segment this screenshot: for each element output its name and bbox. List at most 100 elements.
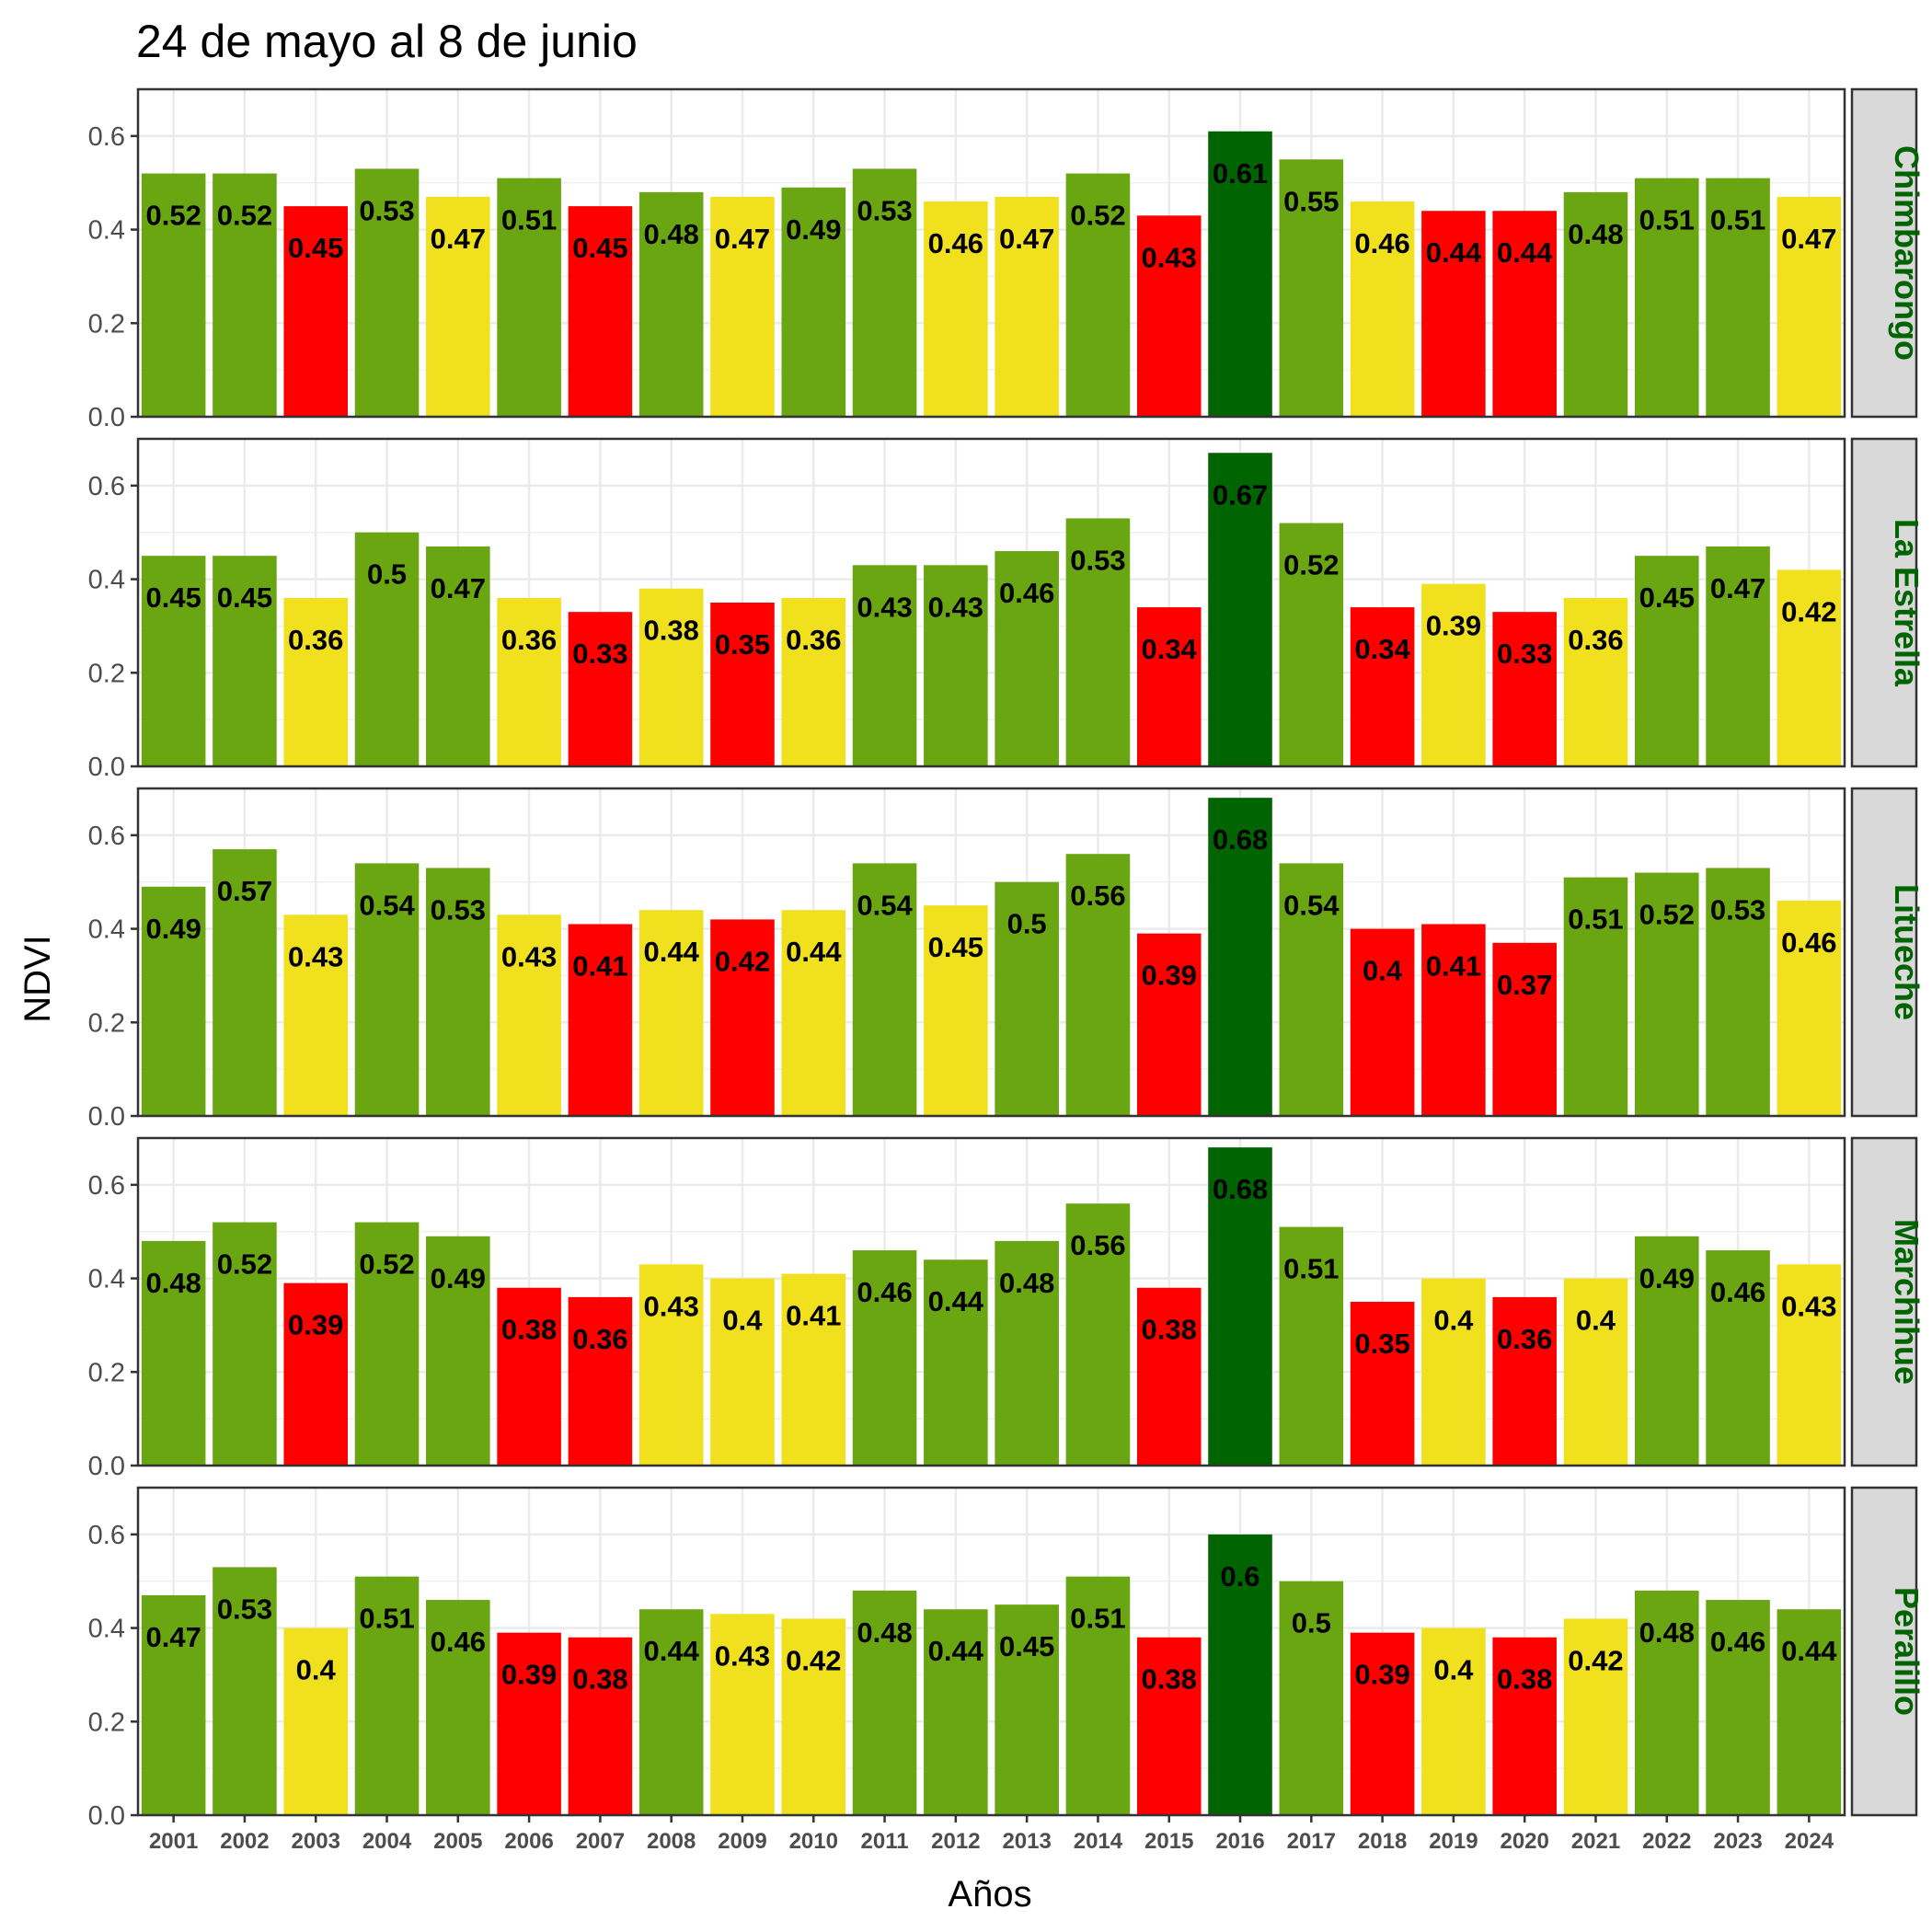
y-tick-label: 0.0 [88,1801,125,1831]
y-tick-label: 0.0 [88,753,125,782]
value-label: 0.46 [1710,1276,1765,1308]
facet-strip [1850,787,1918,1118]
bar-2009 [710,919,775,1116]
value-label: 0.36 [288,624,343,656]
value-label: 0.48 [1568,218,1623,250]
bar-2007 [568,924,633,1116]
value-label: 0.39 [1354,1659,1409,1691]
bar-2007 [568,1296,633,1466]
bar-2006 [497,1287,561,1466]
value-label: 0.45 [928,931,983,963]
bar-2015 [1136,607,1202,766]
bar-2021 [1563,1278,1628,1466]
value-label: 0.4 [1433,1654,1474,1686]
panel-background [138,1138,1845,1466]
value-label: 0.34 [1142,633,1198,665]
value-label: 0.47 [145,1621,201,1653]
bar-2005 [426,1600,490,1815]
value-label: 0.44 [1426,236,1482,269]
value-label: 0.38 [501,1314,557,1346]
bar-2008 [638,910,704,1116]
x-tick-label: 2019 [1429,1829,1478,1854]
bar-2019 [1421,1627,1486,1815]
value-label: 0.51 [1070,1603,1125,1635]
y-tick-label: 0.2 [88,1008,125,1038]
value-label: 0.44 [1781,1635,1837,1667]
value-label: 0.49 [431,1262,486,1294]
bar-2017 [1279,1226,1344,1466]
value-label: 0.46 [431,1626,486,1658]
y-tick-label: 0.6 [88,822,125,851]
x-tick-label: 2022 [1642,1829,1691,1854]
bar-2023 [1706,1250,1770,1466]
bar-2009 [710,1614,775,1815]
value-label: 0.54 [857,889,913,921]
facet-strip [1850,1136,1918,1467]
value-label: 0.33 [1497,638,1552,670]
bar-2023 [1706,1600,1770,1815]
value-label: 0.68 [1213,823,1268,856]
bar-2004 [354,1222,420,1466]
panel-background [138,788,1845,1116]
value-label: 0.51 [1283,1253,1339,1285]
bar-2023 [1706,178,1770,417]
value-label: 0.47 [715,223,770,255]
value-label: 0.53 [1070,544,1125,576]
bar-2014 [1065,1203,1131,1466]
panel-background [138,89,1845,417]
bar-2002 [213,849,277,1116]
bar-2021 [1563,877,1628,1116]
x-axis: 2001 2002 2003 2004 2005 2006 2007 2008 2009 2010… [149,1815,1834,1854]
value-label: 0.52 [145,200,201,232]
bar-2011 [852,565,917,766]
x-tick-label: 2003 [292,1829,340,1854]
value-label: 0.46 [1781,926,1836,959]
bar-2016 [1208,1147,1272,1466]
value-label: 0.44 [928,1285,984,1317]
x-tick-label: 2009 [718,1829,766,1854]
value-label: 0.4 [1576,1305,1616,1337]
x-tick-label: 2004 [362,1829,412,1854]
bar-2013 [995,551,1059,766]
bar-2018 [1350,201,1415,417]
value-label: 0.52 [217,1248,272,1281]
value-label: 0.45 [999,1630,1054,1662]
value-label: 0.51 [1568,903,1623,936]
value-label: 0.39 [288,1309,343,1341]
value-label: 0.43 [501,940,557,972]
bar-2022 [1634,178,1699,417]
bar-2019 [1421,583,1486,766]
bar-2018 [1350,607,1415,766]
bar-2024 [1777,1609,1842,1815]
y-tick-label: 0.2 [88,1358,125,1387]
value-label: 0.35 [1354,1328,1409,1360]
x-tick-label: 2013 [1002,1829,1051,1854]
bar-2024 [1777,569,1842,766]
bar-2004 [354,1576,420,1815]
bar-2001 [141,886,206,1116]
y-tick-label: 0.0 [88,403,125,432]
panel-background [138,439,1845,766]
panel-border [136,787,1846,1118]
value-label: 0.47 [431,223,486,255]
value-label: 0.56 [1070,880,1125,912]
bar-2007 [568,206,633,417]
bar-2018 [1350,1632,1415,1815]
bar-2020 [1492,1296,1557,1466]
value-label: 0.35 [715,628,770,661]
y-tick-label: 0.6 [88,472,125,501]
y-tick-label: 0.4 [88,216,125,246]
value-label: 0.53 [431,893,486,926]
y-axis-title: NDVI [17,935,58,1023]
y-tick-label: 0.6 [88,1171,125,1201]
value-label: 0.36 [1497,1323,1552,1355]
bar-2012 [924,1609,988,1815]
panel-background [138,1488,1845,1815]
x-tick-label: 2011 [861,1829,909,1854]
value-label: 0.46 [857,1276,912,1308]
value-label: 0.45 [145,581,201,614]
facet-strip [1850,87,1918,419]
bar-2017 [1279,523,1344,766]
value-label: 0.4 [1363,955,1403,987]
bar-2024 [1777,1264,1842,1466]
